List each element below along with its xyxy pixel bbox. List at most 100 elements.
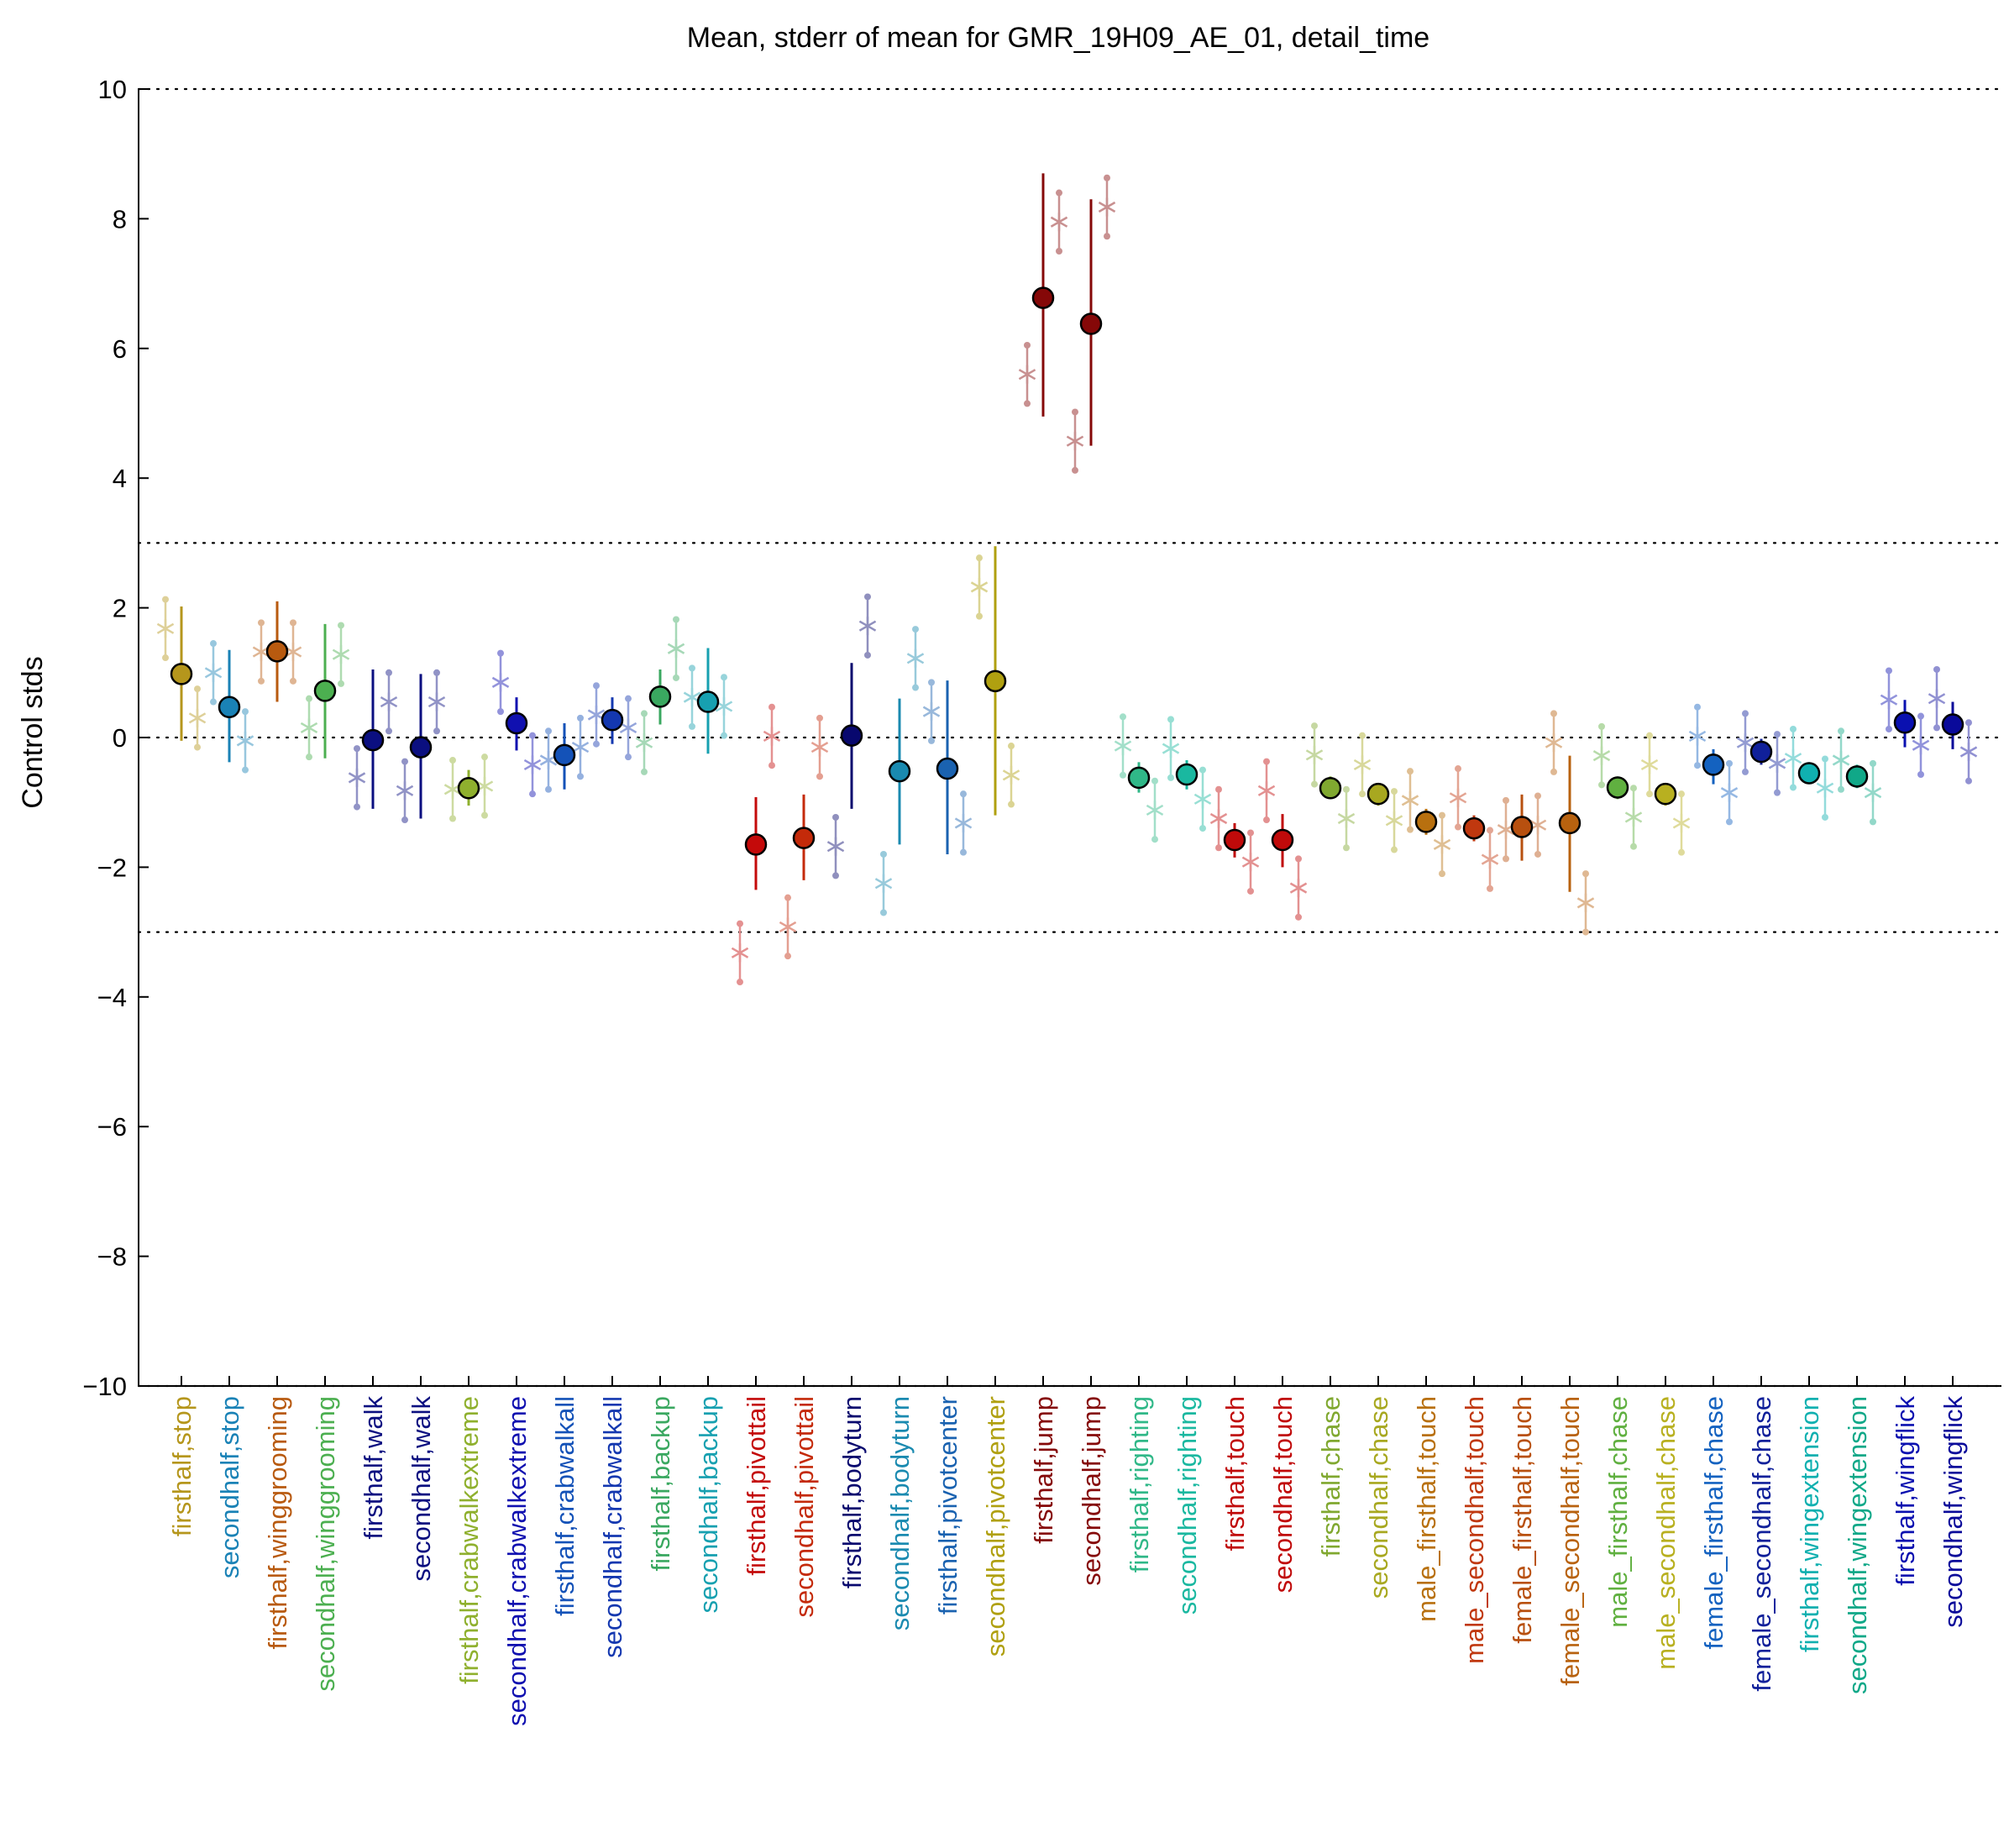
- x-tick-label-3: secondhalf,winggrooming: [311, 1396, 340, 1692]
- sample-left-star-10-stroke-2: [635, 737, 653, 748]
- sample-left-star-36: [1880, 690, 1898, 710]
- sample-left-dot-29-1: [1550, 768, 1557, 775]
- mean-marker-34: [1797, 762, 1821, 785]
- sample-right-dot-33-0: [1774, 731, 1781, 738]
- sample-right-star-26: [1433, 835, 1451, 854]
- sample-right-star-37: [1959, 742, 1978, 761]
- datum-4: [348, 669, 398, 811]
- mean-marker-27: [1462, 816, 1486, 840]
- mean-marker-19: [1079, 312, 1103, 335]
- x-tick-label-24: firsthalf,chase: [1316, 1396, 1345, 1557]
- mean-marker-22: [1223, 828, 1246, 852]
- sample-right-dot-22-1: [1247, 887, 1254, 895]
- sample-left-star-20-stroke-2: [1114, 740, 1132, 752]
- sample-left-dot-20-1: [1120, 771, 1126, 779]
- x-tick-label-12: firsthalf,pivottail: [742, 1396, 771, 1576]
- sample-right-star-35: [1864, 783, 1882, 802]
- datum-28: [1497, 792, 1547, 863]
- sample-right-dot-3-0: [338, 622, 344, 629]
- mean-marker-28: [1510, 816, 1534, 838]
- sample-left-dot-0-1: [162, 654, 169, 662]
- x-tick-label-29: female_secondhalf,touch: [1555, 1396, 1585, 1686]
- sample-left-star-1: [204, 663, 223, 682]
- sample-right-dot-21-1: [1199, 825, 1206, 832]
- datum-3: [300, 622, 350, 761]
- sample-right-dot-3-1: [338, 680, 344, 687]
- sample-left-dot-30-1: [1598, 781, 1605, 789]
- mean-marker-35: [1845, 765, 1869, 788]
- sample-right-star-5-stroke-2: [428, 696, 446, 708]
- datum-36: [1880, 667, 1930, 779]
- sample-left-dot-21-1: [1167, 774, 1174, 781]
- sample-left-dot-11-1: [689, 722, 695, 730]
- sample-left-star-20: [1114, 737, 1132, 756]
- sample-right-star-22-stroke-2: [1241, 856, 1260, 868]
- sample-right-star-13-stroke-2: [810, 741, 829, 753]
- mean-marker-14: [840, 724, 863, 747]
- y-tick-label-8: 6: [113, 334, 127, 364]
- sample-right-dot-32-1: [1726, 818, 1733, 826]
- sample-right-star-17-stroke-2: [1002, 769, 1020, 781]
- sample-left-dot-16-1: [928, 737, 935, 744]
- sample-left-dot-22-1: [1215, 844, 1222, 852]
- datum-25: [1353, 732, 1403, 853]
- mean-marker-1: [218, 696, 241, 718]
- y-tick-label-5: 0: [113, 723, 127, 753]
- sample-right-star-23: [1289, 879, 1308, 898]
- sample-left-star-15: [874, 874, 893, 893]
- sample-left-dot-35-1: [1838, 785, 1844, 793]
- sample-right-dot-8-1: [577, 773, 584, 780]
- mean-marker-37: [1941, 713, 1964, 736]
- sample-left-star-33: [1736, 733, 1755, 753]
- sample-left-dot-10-0: [641, 710, 648, 717]
- x-tick-label-14: firsthalf,bodyturn: [837, 1396, 867, 1588]
- datum-7: [491, 649, 542, 798]
- mean-marker-30: [1606, 776, 1629, 799]
- sample-right-dot-26-0: [1439, 811, 1445, 819]
- sample-left-star-34: [1784, 748, 1802, 768]
- sample-left-dot-18-1: [1024, 400, 1031, 407]
- sample-left-dot-2-0: [258, 619, 265, 627]
- datum-34: [1784, 725, 1834, 821]
- datum-17: [970, 546, 1020, 816]
- datum-26: [1401, 768, 1451, 878]
- sample-right-dot-13-0: [816, 714, 823, 722]
- x-tick-label-21: secondhalf,righting: [1172, 1396, 1202, 1614]
- sample-left-star-13-stroke-2: [779, 921, 797, 933]
- sample-right-star-19-stroke-2: [1098, 201, 1116, 213]
- sample-left-dot-36-0: [1886, 667, 1892, 675]
- mean-marker-31: [1654, 782, 1677, 806]
- sample-right-star-1: [236, 731, 254, 750]
- sample-right-star-10-stroke-2: [667, 643, 685, 654]
- sample-right-dot-1-0: [242, 708, 249, 716]
- x-tick-label-6: firsthalf,crabwalkextreme: [454, 1396, 484, 1684]
- sample-right-dot-12-0: [768, 703, 775, 711]
- sample-right-dot-6-0: [481, 753, 488, 761]
- datum-23: [1257, 758, 1308, 921]
- sample-right-dot-6-1: [481, 811, 488, 819]
- sample-left-star-23: [1257, 781, 1276, 801]
- datum-9: [587, 682, 637, 761]
- mean-marker-16: [936, 757, 959, 780]
- sample-left-dot-37-0: [1933, 665, 1940, 673]
- sample-left-dot-11-0: [689, 664, 695, 672]
- sample-right-dot-0-0: [194, 685, 201, 693]
- x-tick-label-17: secondhalf,pivotcenter: [981, 1396, 1010, 1656]
- sample-left-dot-31-0: [1646, 732, 1653, 739]
- sample-right-star-30: [1624, 807, 1643, 827]
- sample-right-dot-37-1: [1965, 777, 1972, 785]
- sample-left-dot-21-0: [1167, 716, 1174, 723]
- sample-right-dot-10-0: [673, 616, 679, 623]
- sample-right-star-32: [1720, 783, 1739, 802]
- mean-marker-25: [1366, 782, 1390, 806]
- sample-right-star-11-stroke-2: [715, 701, 733, 712]
- sample-left-dot-23-0: [1263, 758, 1270, 765]
- sample-right-dot-15-0: [912, 626, 919, 633]
- y-axis-ticks: −10 −8 −6 −4 −2 0 2 4 6 8 10: [82, 75, 149, 1401]
- sample-right-dot-16-1: [960, 848, 967, 856]
- mean-marker-17: [984, 669, 1007, 693]
- sample-left-star-22-stroke-2: [1209, 812, 1228, 825]
- sample-right-dot-29-0: [1582, 870, 1589, 878]
- sample-right-dot-24-0: [1343, 785, 1350, 793]
